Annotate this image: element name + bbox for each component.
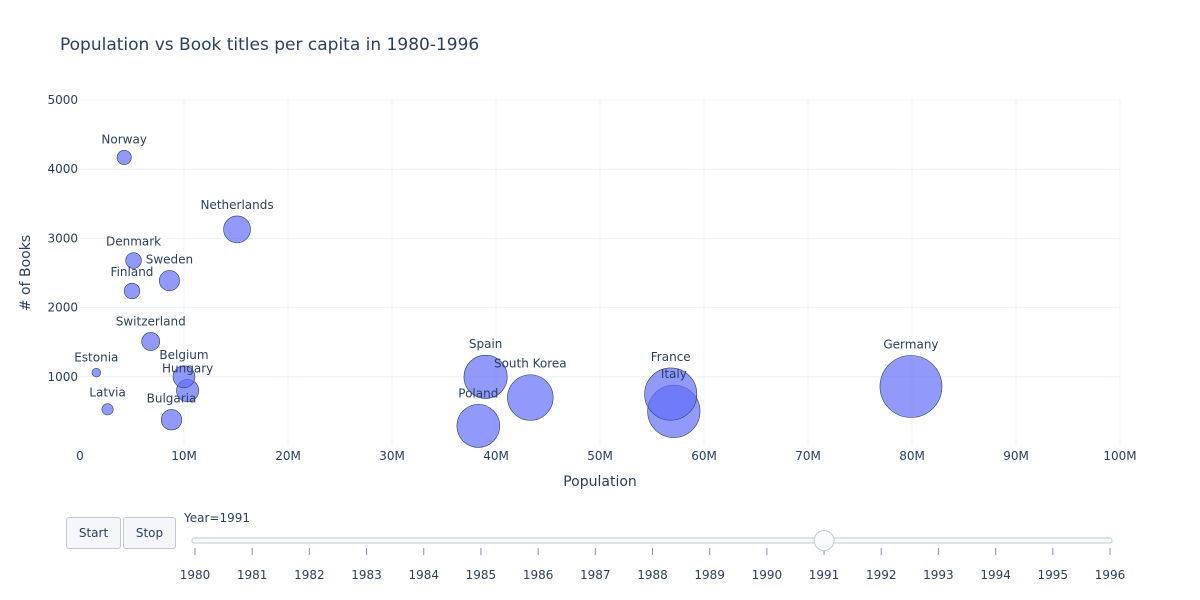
point-label-switzerland: Switzerland <box>116 314 186 328</box>
x-tick-label: 40M <box>483 449 509 463</box>
bubble-sweden[interactable] <box>158 270 180 292</box>
point-label-italy: Italy <box>661 367 687 381</box>
slider-current-year-label: Year=1991 <box>183 511 250 525</box>
bubble-estonia[interactable] <box>91 368 101 378</box>
x-axis-ticks: 0 10M 20M 30M 40M 50M 60M 70M 80M 90M 100M <box>76 449 1136 463</box>
slider-rail[interactable] <box>191 537 1113 544</box>
slider-year-label[interactable]: 1990 <box>752 568 783 582</box>
bubble-denmark[interactable] <box>125 252 142 269</box>
slider-year-label[interactable]: 1981 <box>237 568 268 582</box>
x-tick-label: 10M <box>171 449 197 463</box>
slider-year-label[interactable]: 1985 <box>466 568 497 582</box>
slider-year-label[interactable]: 1986 <box>523 568 554 582</box>
x-tick-label: 0 <box>76 449 84 463</box>
x-tick-label: 60M <box>691 449 717 463</box>
y-tick-label: 3000 <box>47 231 78 245</box>
bubble-france[interactable] <box>644 367 698 421</box>
point-label-finland: Finland <box>111 265 154 279</box>
bubble-layer <box>91 149 943 448</box>
year-slider[interactable]: Year=1991 1980 1981 1982 1983 1984 1985 1986 19… <box>180 511 1126 582</box>
bubble-norway[interactable] <box>116 149 132 165</box>
bubble-netherlands[interactable] <box>223 215 251 244</box>
slider-year-label[interactable]: 1982 <box>294 568 325 582</box>
point-label-estonia: Estonia <box>74 350 118 364</box>
point-label-france: France <box>651 350 691 364</box>
x-tick-label: 50M <box>587 449 613 463</box>
x-axis-title: Population <box>563 474 637 490</box>
slider-ticks: 1980 1981 1982 1983 1984 1985 1986 1987 1988 1989… <box>180 548 1126 582</box>
point-label-netherlands: Netherlands <box>200 198 273 212</box>
x-tick-label: 100M <box>1103 449 1136 463</box>
slider-year-label[interactable]: 1992 <box>866 568 897 582</box>
x-tick-label: 70M <box>795 449 821 463</box>
slider-year-label[interactable]: 1994 <box>980 568 1011 582</box>
point-label-norway: Norway <box>101 132 147 146</box>
x-tick-label: 20M <box>275 449 301 463</box>
start-button[interactable]: Start <box>66 517 121 549</box>
y-tick-label: 5000 <box>47 93 78 107</box>
slider-year-label[interactable]: 1987 <box>580 568 611 582</box>
y-tick-label: 4000 <box>47 162 78 176</box>
slider-year-label[interactable]: 1984 <box>408 568 439 582</box>
point-label-germany: Germany <box>883 337 938 351</box>
y-axis-ticks: 1000 2000 3000 4000 5000 <box>47 93 78 384</box>
x-tick-label: 80M <box>899 449 925 463</box>
bubble-finland[interactable] <box>123 282 141 300</box>
y-axis-title: # of Books <box>18 235 34 311</box>
slider-year-label[interactable]: 1996 <box>1095 568 1126 582</box>
grid-layer <box>80 99 1121 446</box>
bubble-belgium[interactable] <box>172 365 196 389</box>
x-tick-label: 30M <box>379 449 405 463</box>
point-label-south-korea: South Korea <box>494 357 567 371</box>
bubble-latvia[interactable] <box>101 403 114 416</box>
slider-year-label[interactable]: 1988 <box>637 568 668 582</box>
slider-handle[interactable] <box>813 530 835 551</box>
bubble-bulgaria[interactable] <box>160 409 183 431</box>
point-label-belgium: Belgium <box>159 348 208 362</box>
slider-year-label[interactable]: 1989 <box>694 568 725 582</box>
point-label-hungary: Hungary <box>162 361 213 375</box>
bubble-poland[interactable] <box>456 404 501 448</box>
point-label-bulgaria: Bulgaria <box>147 391 197 405</box>
point-label-poland: Poland <box>458 386 498 400</box>
x-tick-label: 90M <box>1003 449 1029 463</box>
slider-year-label[interactable]: 1991 <box>809 568 840 582</box>
bubble-switzerland[interactable] <box>141 332 161 351</box>
y-tick-label: 1000 <box>47 370 78 384</box>
point-label-denmark: Denmark <box>106 235 161 249</box>
point-label-latvia: Latvia <box>89 386 126 400</box>
slider-year-label[interactable]: 1983 <box>351 568 382 582</box>
bubble-spain[interactable] <box>463 354 508 399</box>
slider-year-label[interactable]: 1980 <box>180 568 211 582</box>
slider-year-label[interactable]: 1993 <box>923 568 954 582</box>
y-tick-label: 2000 <box>47 301 78 315</box>
stop-button[interactable]: Stop <box>123 517 176 549</box>
slider-year-label[interactable]: 1995 <box>1038 568 1069 582</box>
bubble-germany[interactable] <box>879 355 943 418</box>
point-label-spain: Spain <box>469 337 503 351</box>
bubble-south-korea[interactable] <box>507 374 554 421</box>
point-label-sweden: Sweden <box>146 252 193 266</box>
chart-title: Population vs Book titles per capita in … <box>60 35 479 55</box>
